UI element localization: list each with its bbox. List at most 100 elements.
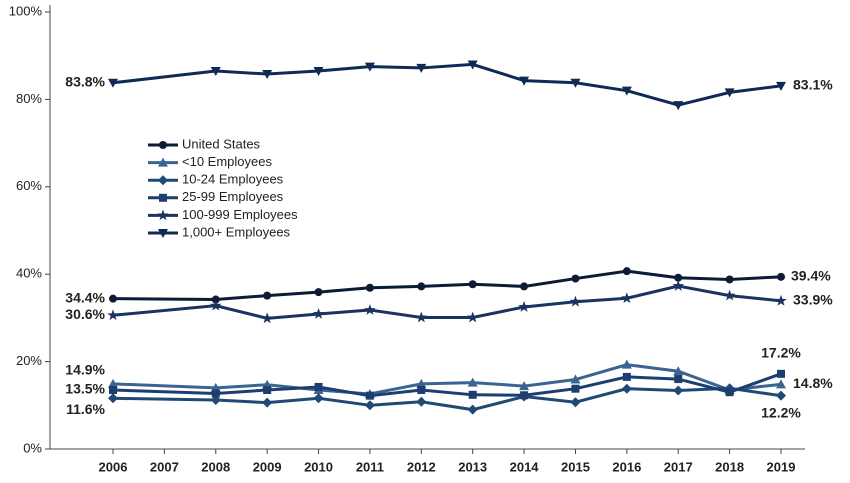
marker: [569, 295, 582, 307]
marker: [673, 366, 684, 376]
marker: [775, 294, 787, 306]
value-label: 14.9%: [65, 362, 105, 378]
marker: [776, 379, 786, 389]
marker: [724, 88, 735, 98]
value-label: 39.4%: [791, 268, 831, 284]
value-label: 17.2%: [761, 345, 801, 361]
marker: [314, 288, 323, 297]
x-tick-label: 2013: [458, 459, 487, 474]
x-tick-label: 2010: [304, 459, 333, 474]
marker: [723, 289, 736, 301]
marker: [108, 378, 118, 388]
marker: [776, 390, 786, 401]
x-tick-label: 2009: [253, 459, 282, 474]
marker: [158, 229, 168, 238]
marker: [416, 63, 427, 73]
value-label: 13.5%: [65, 381, 105, 397]
marker: [621, 383, 632, 394]
marker: [416, 378, 427, 388]
marker: [262, 397, 273, 408]
value-label: 14.8%: [793, 375, 833, 391]
marker: [570, 397, 581, 408]
marker: [158, 157, 168, 167]
marker: [467, 377, 478, 387]
value-label: 11.6%: [66, 401, 105, 417]
y-tick-label: 40%: [16, 266, 42, 281]
value-label: 33.9%: [793, 292, 833, 308]
y-tick-label: 100%: [9, 3, 43, 18]
marker: [417, 386, 426, 395]
marker: [263, 386, 272, 395]
marker: [621, 359, 632, 369]
marker: [262, 70, 273, 80]
marker: [467, 60, 478, 70]
marker: [570, 78, 581, 88]
marker: [520, 282, 529, 291]
marker: [519, 381, 530, 391]
x-tick-label: 2012: [407, 459, 436, 474]
marker: [467, 404, 478, 415]
x-tick-label: 2016: [612, 459, 641, 474]
marker: [211, 295, 220, 304]
legend-label: 1,000+ Employees: [182, 224, 291, 239]
x-tick-label: 2006: [99, 459, 128, 474]
marker: [468, 280, 477, 289]
value-label: 34.4%: [65, 289, 105, 305]
marker: [673, 385, 684, 396]
marker: [417, 282, 426, 291]
marker: [210, 66, 221, 76]
marker: [466, 311, 479, 323]
marker: [157, 209, 169, 221]
x-tick-label: 2015: [561, 459, 590, 474]
legend-label: 25-99 Employees: [182, 189, 284, 204]
marker: [416, 396, 427, 407]
marker: [777, 272, 785, 281]
marker: [674, 375, 683, 384]
y-tick-label: 60%: [16, 178, 42, 193]
x-tick-label: 2011: [356, 459, 384, 474]
marker: [725, 388, 734, 397]
y-tick-label: 80%: [16, 91, 42, 106]
marker: [210, 299, 222, 311]
marker: [365, 283, 374, 292]
marker: [520, 391, 529, 400]
marker: [312, 307, 325, 319]
marker: [673, 101, 684, 111]
marker: [725, 275, 734, 284]
marker: [621, 292, 633, 304]
marker: [109, 294, 117, 303]
marker: [365, 391, 374, 400]
marker: [159, 193, 167, 202]
marker: [468, 390, 477, 399]
marker: [108, 78, 118, 88]
legend-label: 100-999 Employees: [182, 207, 298, 222]
marker: [364, 400, 375, 411]
marker: [672, 279, 684, 291]
value-label: 30.6%: [65, 306, 105, 322]
marker: [108, 393, 118, 404]
marker: [364, 62, 375, 72]
x-tick-label: 2007: [150, 459, 179, 474]
y-tick-label: 0%: [23, 440, 42, 455]
marker: [109, 386, 117, 395]
marker: [622, 372, 631, 381]
marker: [158, 175, 168, 186]
marker: [621, 86, 632, 96]
legend-label: 10-24 Employees: [182, 172, 284, 187]
marker: [622, 267, 631, 276]
marker: [364, 304, 376, 315]
marker: [571, 274, 580, 283]
marker: [571, 384, 580, 393]
marker: [263, 291, 272, 300]
legend-label: <10 Employees: [182, 154, 272, 169]
marker: [415, 311, 428, 323]
marker: [776, 81, 786, 91]
marker: [313, 393, 324, 404]
value-label: 12.2%: [761, 404, 801, 420]
x-tick-label: 2017: [664, 459, 693, 474]
x-tick-label: 2014: [510, 459, 540, 474]
marker: [314, 382, 323, 391]
marker: [519, 76, 530, 86]
marker: [159, 141, 167, 149]
